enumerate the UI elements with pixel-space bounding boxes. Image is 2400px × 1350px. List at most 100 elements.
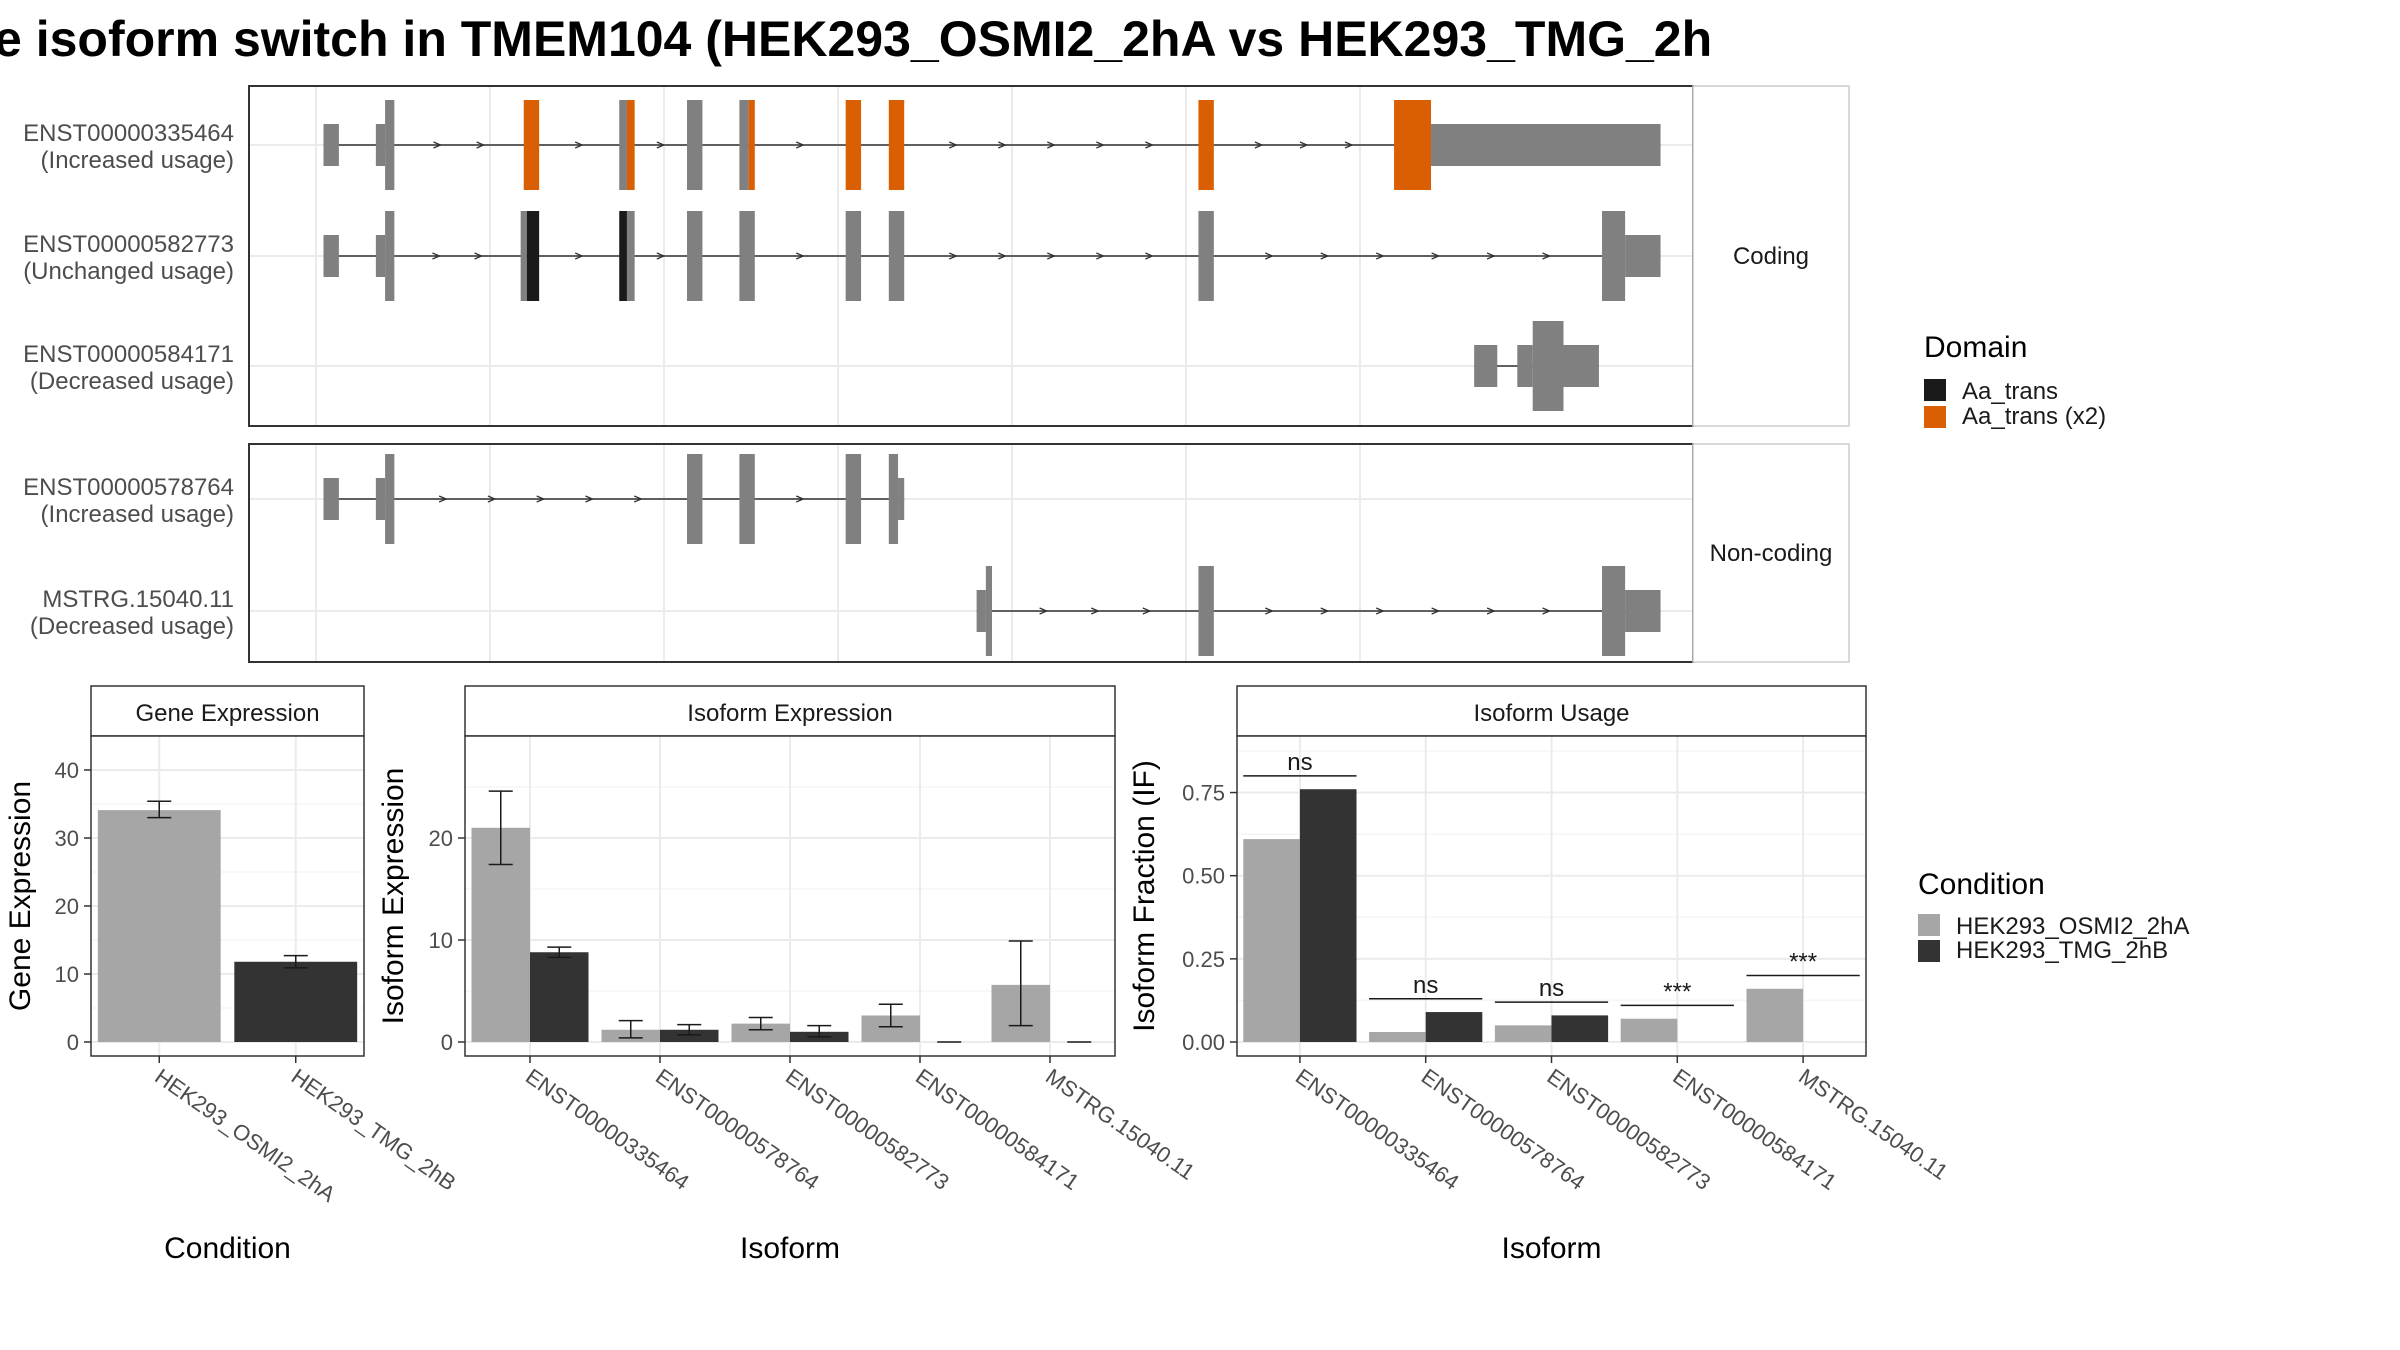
transcript-rows: ENST00000335464(Increased usage) ENST0000…: [23, 100, 1661, 411]
plot-border: [90, 735, 365, 1057]
significance-label: ns: [1413, 972, 1438, 999]
exon-block: [1602, 566, 1626, 656]
intron-direction-arrow: [487, 495, 497, 503]
condition-legend-label-tmg: HEK293_TMG_2hB: [1956, 937, 2168, 964]
condition-legend-swatch-tmg: [1918, 940, 1940, 962]
panel-strip-label: Isoform Expression: [687, 700, 892, 727]
panel-strip: [1236, 685, 1867, 737]
utr-block: [323, 235, 339, 277]
transcript-usage-label: (Increased usage): [41, 501, 234, 528]
intron-direction-arrow: [574, 252, 584, 260]
intron-direction-arrow: [536, 495, 546, 503]
error-bar: [147, 800, 172, 819]
exon-block: [385, 454, 395, 544]
exon-block: [1602, 211, 1626, 301]
structure-strip-label-noncoding: Non-coding: [1710, 540, 1833, 567]
exon-block: [845, 211, 862, 301]
intron-direction-arrow: [1265, 607, 1274, 615]
intron-direction-arrow: [1039, 607, 1049, 615]
transcript-row-enst00000335464: ENST00000335464(Increased usage): [23, 100, 1661, 190]
domain-legend: Domain Aa_trans Aa_trans (x2): [1924, 331, 2106, 430]
exon-block: [888, 211, 905, 301]
utr-block: [1474, 345, 1498, 387]
bar-hek293-tmg-2hb-enst00000582773: [1551, 1015, 1609, 1042]
transcript-row-enst00000578764: ENST00000578764(Increased usage): [23, 454, 905, 544]
error-bar: [748, 1016, 773, 1031]
intron-direction-arrow: [795, 141, 805, 149]
exon-block: [739, 454, 755, 544]
domain-block-aa-trans-x2: [1394, 100, 1432, 190]
error-bar: [283, 954, 308, 969]
intron-direction-arrow: [1375, 252, 1385, 260]
utr-block: [898, 478, 905, 520]
domain-block-aa-trans-x2: [523, 100, 540, 190]
intron-direction-arrow: [1542, 607, 1552, 615]
significance-label: ns: [1539, 975, 1564, 1002]
intron-direction-arrow: [1486, 607, 1496, 615]
exon-block: [985, 566, 993, 656]
transcript-usage-label: (Increased usage): [41, 147, 234, 174]
x-axis-title: Isoform: [740, 1232, 840, 1265]
panel-strip-label: Isoform Usage: [1473, 700, 1629, 727]
utr-block: [1563, 345, 1599, 387]
domain-legend-label-aa-trans-x2: Aa_trans (x2): [1962, 403, 2106, 430]
intron-direction-arrow: [1486, 252, 1496, 260]
intron-direction-arrow: [1096, 141, 1106, 149]
panel-strip-label: Gene Expression: [135, 700, 319, 727]
exon-block: [626, 211, 635, 301]
domain-block-aa-trans-x2: [1198, 100, 1214, 190]
structure-section: ENST00000335464(Increased usage) ENST0000…: [23, 85, 1850, 663]
transcript-id-label: ENST00000582773: [23, 231, 234, 258]
gene-expression-panel: Gene Expression010203040HEK293_OSMI2_2hA…: [4, 685, 460, 1265]
intron-direction-arrow: [1047, 252, 1056, 260]
intron-direction-arrow: [633, 495, 643, 503]
intron-direction-arrow: [1320, 252, 1330, 260]
intron-direction-arrow: [474, 252, 484, 260]
intron-direction-arrow: [476, 141, 486, 149]
bar-hek293-tmg-2hb-enst00000335464: [1299, 789, 1357, 1042]
intron-direction-arrow: [1542, 252, 1552, 260]
y-axis-title: Isoform Fraction (IF): [1128, 760, 1161, 1032]
exon-block: [739, 100, 749, 190]
y-tick-label: 0.50: [1182, 864, 1225, 889]
bar-hek293-osmi2-2ha-mstrg-15040-11: [1746, 988, 1804, 1042]
y-axis-title: Gene Expression: [4, 781, 37, 1011]
bar-hek293-tmg-2hb-enst00000578764: [1425, 1012, 1483, 1042]
exon-block: [687, 211, 703, 301]
intron-direction-arrow: [1344, 141, 1354, 149]
utr-block: [375, 124, 386, 166]
significance-label: ***: [1663, 978, 1691, 1005]
bar-hek293-osmi2-2ha-hek293-osmi2-2ha: [97, 810, 221, 1042]
condition-legend-label-osmi2: HEK293_OSMI2_2hA: [1956, 913, 2189, 940]
significance-label: ***: [1789, 948, 1817, 975]
figure-title: e isoform switch in TMEM104 (HEK293_OSMI…: [0, 11, 1712, 67]
error-bar: [807, 1024, 832, 1038]
exon-block: [687, 100, 703, 190]
transcript-rows: ENST00000578764(Increased usage) MSTRG.15…: [23, 454, 1661, 656]
exon-block: [1198, 211, 1214, 301]
condition-legend: Condition HEK293_OSMI2_2hA HEK293_TMG_2h…: [1918, 868, 2189, 964]
intron-direction-arrow: [656, 252, 666, 260]
domain-legend-swatch-aa-trans-x2: [1924, 406, 1946, 428]
transcript-usage-label: (Unchanged usage): [23, 258, 234, 285]
utr-block: [375, 235, 386, 277]
significance-label: ns: [1287, 749, 1312, 776]
domain-block-aa-trans-x2: [845, 100, 862, 190]
transcript-row-enst00000584171: ENST00000584171(Decreased usage): [23, 321, 1599, 411]
error-bar: [618, 1019, 643, 1039]
y-axis-title: Isoform Expression: [377, 768, 410, 1025]
bar-hek293-osmi2-2ha-enst00000582773: [731, 1023, 790, 1042]
intron-direction-arrow: [1320, 607, 1330, 615]
utr-block: [1625, 590, 1661, 632]
error-bar: [878, 1003, 903, 1028]
utr-block: [323, 478, 339, 520]
intron-direction-arrow: [1431, 607, 1441, 615]
bar-hek293-osmi2-2ha-enst00000584171: [1620, 1018, 1678, 1042]
y-tick-label: 0.75: [1182, 781, 1225, 806]
y-tick-label: 0: [441, 1030, 453, 1055]
error-bar: [488, 790, 513, 866]
coding-structure-panel: ENST00000335464(Increased usage) ENST0000…: [23, 85, 1850, 427]
error-bar: [677, 1023, 702, 1036]
intron-direction-arrow: [1299, 141, 1309, 149]
